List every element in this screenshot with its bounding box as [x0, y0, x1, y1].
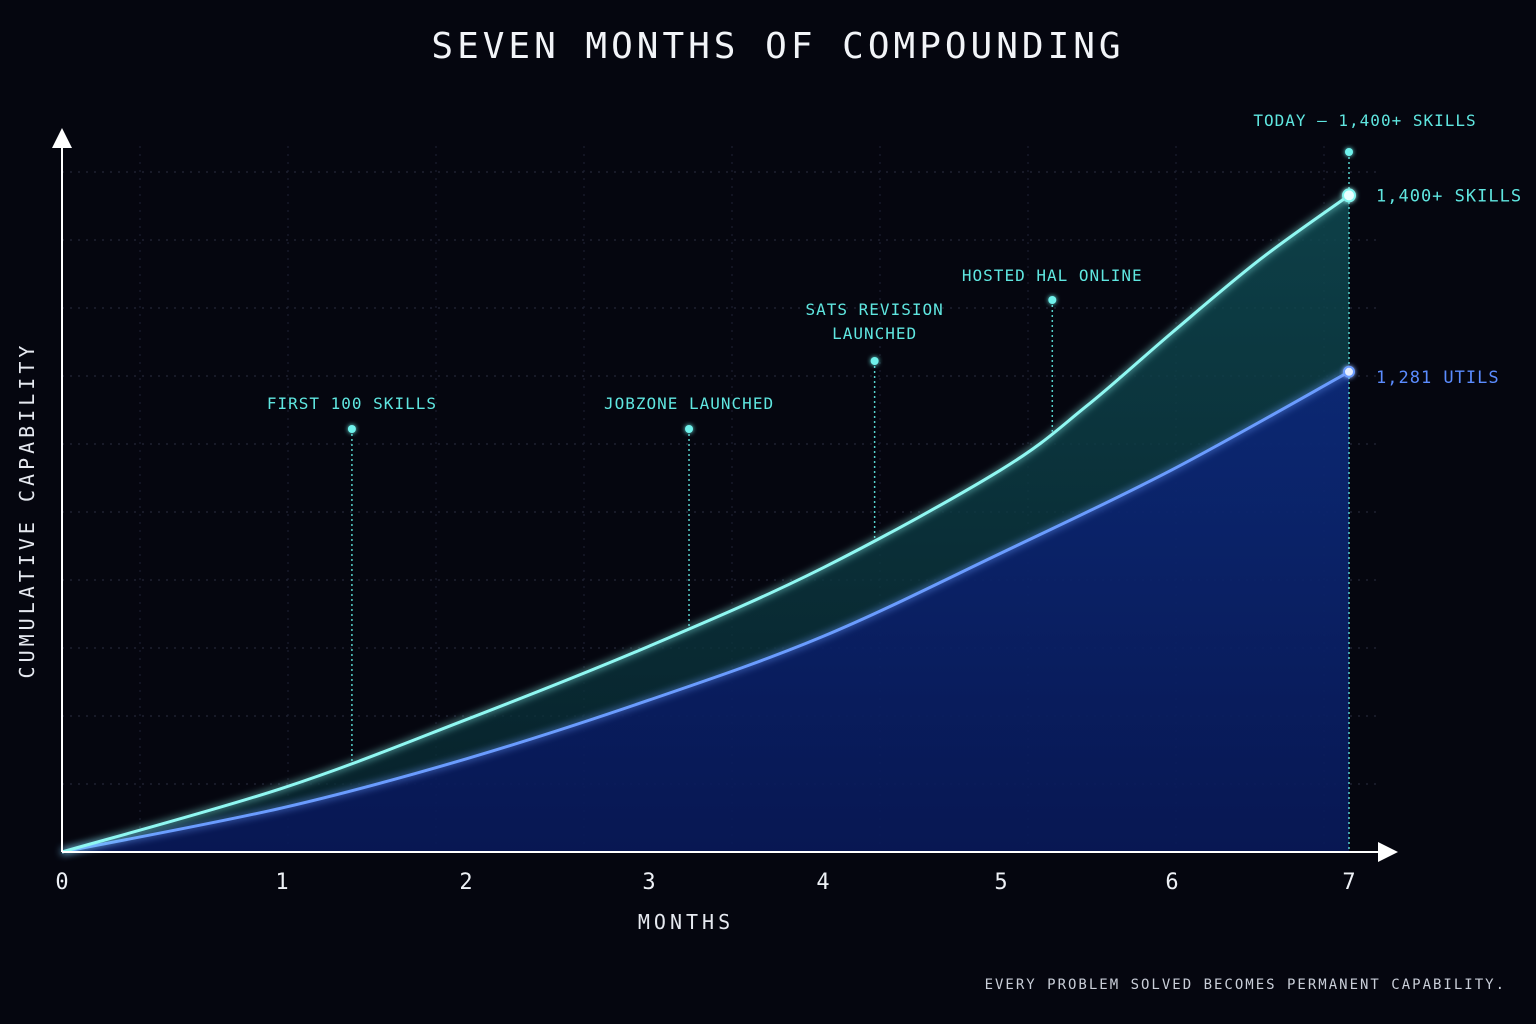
y-axis-title: CUMULATIVE CAPABILITY — [15, 342, 39, 679]
annotation-hosted-hal-online: HOSTED HAL ONLINE — [962, 266, 1143, 432]
annotation-label: LAUNCHED — [832, 324, 917, 343]
x-tick-label: 5 — [994, 870, 1007, 895]
x-tick-label: 6 — [1165, 870, 1178, 895]
annotations: FIRST 100 SKILLS JOBZONE LAUNCHED SATS REV… — [267, 111, 1476, 852]
annotation-label: SATS REVISION — [806, 300, 944, 319]
chart-title: SEVEN MONTHS OF COMPOUNDING — [431, 26, 1124, 67]
annotation-dot — [870, 357, 879, 365]
annotation-label: JOBZONE LAUNCHED — [604, 394, 774, 413]
annotation-dot — [347, 425, 356, 433]
x-tick-label: 3 — [642, 870, 655, 895]
annotation-dot — [1048, 296, 1057, 304]
annotation-label: FIRST 100 SKILLS — [267, 394, 437, 413]
utils-area — [62, 371, 1349, 852]
annotation-sats-revision-launched: SATS REVISION LAUNCHED — [806, 300, 944, 540]
x-tick-label: 2 — [459, 870, 472, 895]
x-tick-label: 0 — [55, 870, 68, 895]
footer-tagline: EVERY PROBLEM SOLVED BECOMES PERMANENT C… — [985, 977, 1506, 993]
x-ticks: 0 1 2 3 4 5 6 7 — [55, 870, 1355, 895]
annotation-today: TODAY — 1,400+ SKILLS — [1253, 111, 1476, 852]
skills-end-label: 1,400+ SKILLS — [1376, 186, 1522, 206]
annotation-first-100-skills: FIRST 100 SKILLS — [267, 394, 437, 763]
utils-end-label: 1,281 UTILS — [1376, 368, 1500, 388]
end-markers: 1,400+ SKILLS 1,281 UTILS — [1342, 186, 1522, 388]
annotation-label: HOSTED HAL ONLINE — [962, 266, 1143, 285]
x-axis-title: MONTHS — [638, 910, 734, 934]
x-tick-label: 4 — [816, 870, 829, 895]
annotation-jobzone-launched: JOBZONE LAUNCHED — [604, 394, 774, 629]
skills-end-marker — [1342, 188, 1356, 203]
skills-line — [61, 194, 1350, 854]
annotation-dot — [685, 425, 694, 433]
x-tick-label: 1 — [275, 870, 288, 895]
utils-end-marker — [1343, 365, 1355, 378]
annotation-dot — [1345, 148, 1353, 156]
x-tick-label: 7 — [1342, 870, 1355, 895]
annotation-label: TODAY — 1,400+ SKILLS — [1253, 111, 1476, 130]
utils-line — [61, 370, 1350, 854]
